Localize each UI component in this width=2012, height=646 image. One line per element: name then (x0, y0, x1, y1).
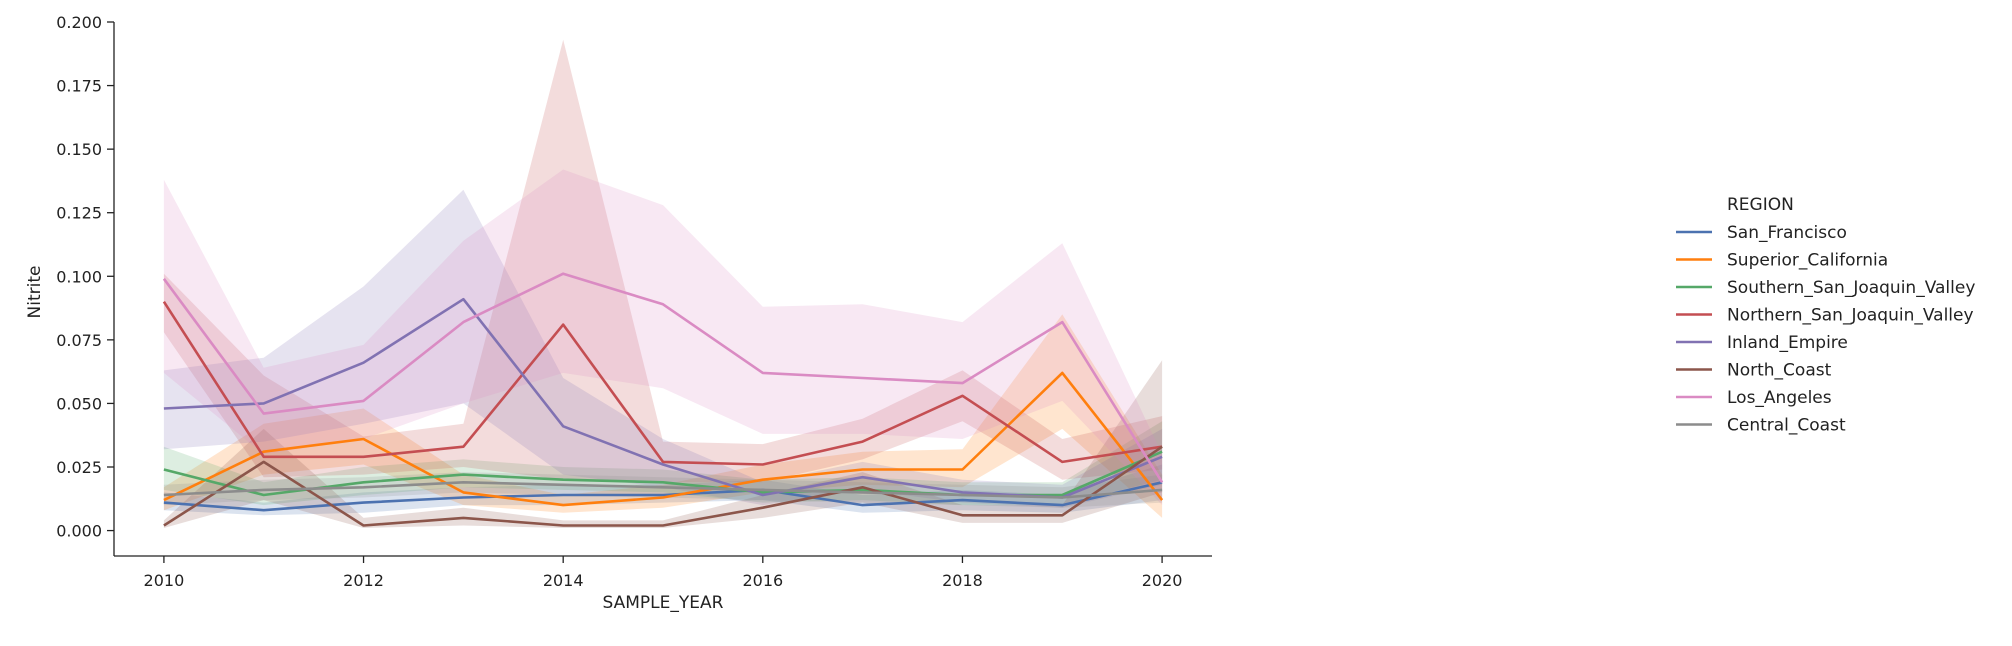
line-los-angeles (162, 272, 1164, 483)
x-tick-label: 2010 (144, 571, 185, 590)
line-north-coast (163, 445, 1163, 527)
line-inland-empire (163, 297, 1163, 499)
band-inland-empire (163, 189, 1163, 508)
y-tick-label: 0.200 (56, 13, 102, 32)
x-tick-label: 2014 (543, 571, 584, 590)
series-lines (162, 272, 1164, 527)
legend: REGION San_Francisco Superior_California S… (1676, 195, 1975, 436)
y-tick-label: 0.100 (56, 267, 102, 286)
y-tick-label: 0.025 (56, 458, 102, 477)
line-northern-san-joaquin-valley (162, 300, 1163, 466)
legend-label-northern-san-joaquin-valley: Northern_San_Joaquin_Valley (1727, 306, 1974, 326)
confidence-bands (163, 39, 1163, 528)
legend-label-superior-california: Superior_California (1727, 251, 1888, 271)
x-tick-label: 2016 (742, 571, 783, 590)
y-tick-label: 0.000 (56, 522, 102, 541)
y-ticks: 0.000 0.025 0.050 0.075 0.100 0.125 0.150 0.175… (56, 13, 114, 541)
y-tick-label: 0.075 (56, 331, 102, 350)
y-tick-label: 0.150 (56, 140, 102, 159)
legend-label-los-angeles: Los_Angeles (1727, 388, 1832, 408)
x-tick-label: 2012 (343, 571, 384, 590)
line-superior-california (163, 371, 1164, 507)
x-tick-label: 2018 (942, 571, 983, 590)
legend-label-north-coast: North_Coast (1727, 361, 1832, 381)
band-northern-san-joaquin-valley (163, 39, 1163, 483)
y-axis-label: Nitrite (25, 266, 45, 319)
legend-label-central-coast: Central_Coast (1727, 416, 1846, 436)
y-tick-label: 0.175 (56, 77, 102, 96)
x-tick-label: 2020 (1142, 571, 1183, 590)
legend-label-inland-empire: Inland_Empire (1727, 333, 1848, 353)
y-tick-label: 0.125 (56, 204, 102, 223)
legend-label-southern-san-joaquin-valley: Southern_San_Joaquin_Valley (1727, 278, 1975, 298)
band-los-angeles (163, 169, 1163, 506)
band-north-coast (163, 360, 1163, 528)
x-axis-label: SAMPLE_YEAR (603, 593, 724, 613)
legend-label-san-francisco: San_Francisco (1727, 223, 1847, 243)
line-central-coast (163, 480, 1163, 499)
x-ticks: 2010 2012 2014 2016 2018 2020 (144, 556, 1183, 590)
band-central-coast (163, 472, 1163, 508)
legend-title: REGION (1727, 195, 1794, 215)
y-tick-label: 0.050 (56, 394, 102, 413)
